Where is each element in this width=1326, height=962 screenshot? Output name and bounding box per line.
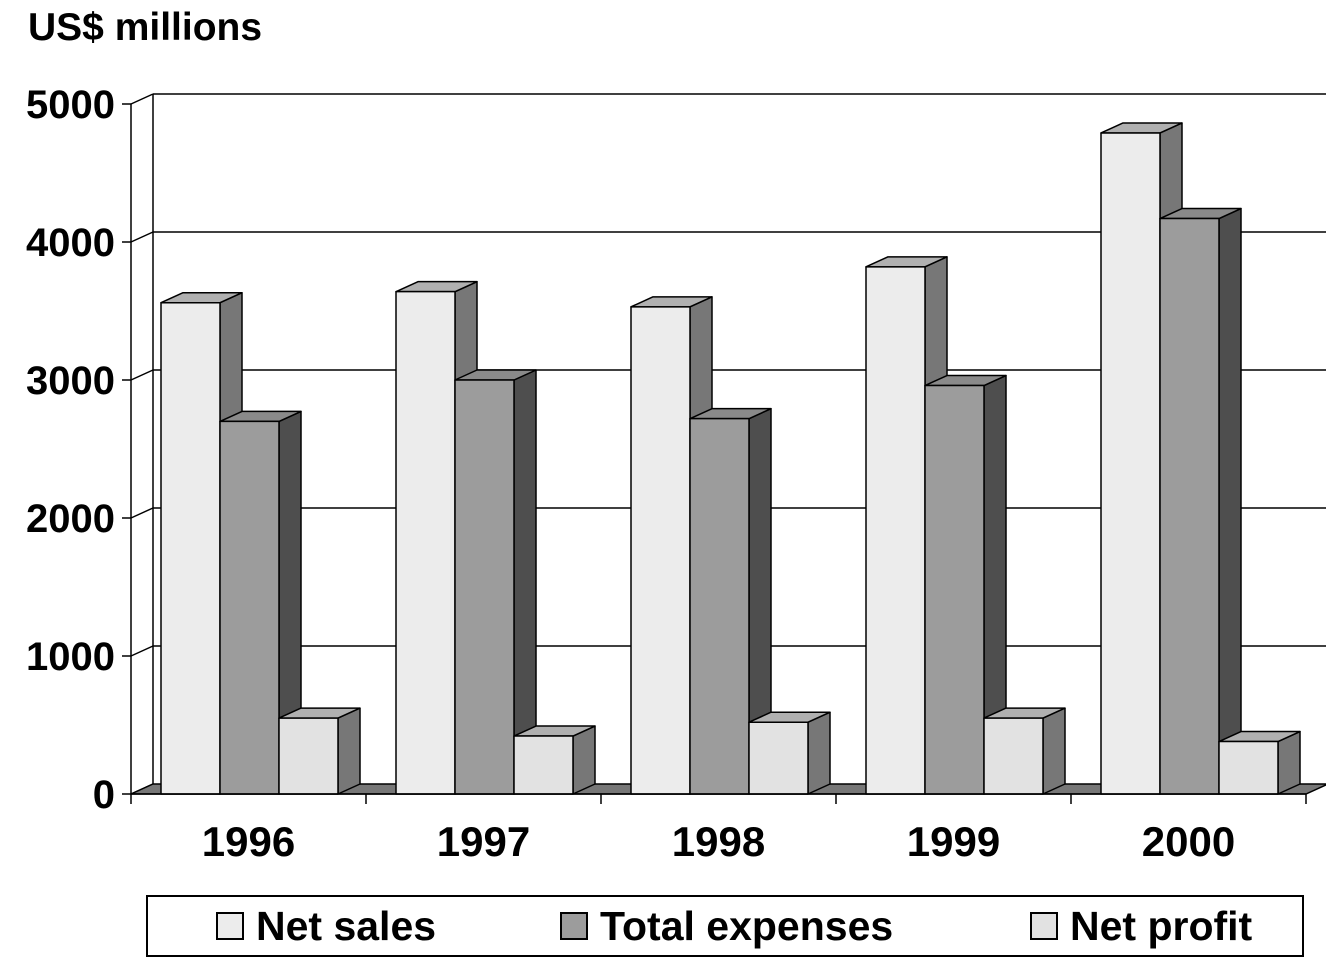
y-tick-depth [130,231,154,243]
y-tick-label: 3000 [26,359,115,403]
bar-net-profit-1998 [748,711,831,795]
bar-front-face [395,290,456,795]
legend-item-net-profit: Net profit [1030,903,1252,949]
bar-front-face [1159,217,1220,795]
bar-total-expenses-1996 [219,410,302,795]
bar-side-face [1042,707,1066,795]
bar-front-face [630,306,691,795]
bar-front-face [983,717,1044,795]
bar-front-face [513,735,574,795]
legend-item-net-sales: Net sales [216,903,436,949]
bar-front-face [454,379,515,795]
legend-item-total-expenses: Total expenses [560,903,893,949]
y-tick-label: 1000 [26,635,115,679]
bar-total-expenses-1999 [924,374,1007,795]
x-tick-label: 1997 [437,818,530,865]
y-tick-depth [130,93,154,105]
x-tick-label: 1998 [672,818,765,865]
y-tick-depth [130,507,154,519]
y-unit-label: US$ millions [28,6,263,49]
legend-swatch-total-expenses [560,912,588,940]
bar-front-face [924,384,985,795]
bar-total-expenses-2000 [1159,207,1242,795]
bar-front-face [1100,132,1161,795]
bar-front-face [160,301,221,795]
bar-net-profit-2000 [1218,730,1301,795]
legend: Net sales Total expenses Net profit [146,895,1304,957]
bar-side-face [572,725,596,795]
legend-label-net-profit: Net profit [1070,902,1253,949]
x-tick-label: 1999 [907,818,1000,865]
bar-net-profit-1996 [278,707,361,795]
legend-label-total-expenses: Total expenses [600,902,894,949]
x-tick-label: 1996 [202,818,295,865]
bar-total-expenses-1997 [454,369,537,795]
y-tick-label: 5000 [26,83,115,127]
bar-side-face [1218,207,1242,795]
bar-net-profit-1999 [983,707,1066,795]
bar-front-face [865,266,926,795]
y-tick-label: 4000 [26,221,115,265]
bar-front-face [689,417,750,795]
bar-front-face [1218,740,1279,795]
y-tick-depth [130,645,154,657]
bar-side-face [807,711,831,795]
bar-side-face [1277,730,1301,795]
legend-swatch-net-profit [1030,912,1058,940]
bar-front-face [278,717,339,795]
legend-label-net-sales: Net sales [256,902,437,949]
y-tick-depth [130,369,154,381]
chart-plot: 0 1000 2000 3000 4000 5000 1996 1997 1998 1999 200… [26,83,1326,865]
bar-front-face [219,420,280,795]
x-tick-label: 2000 [1142,818,1235,865]
y-tick-label: 0 [93,773,115,817]
bar-total-expenses-1998 [689,407,772,795]
bar-side-face [337,707,361,795]
legend-swatch-net-sales [216,912,244,940]
bar-front-face [748,721,809,795]
bar-net-profit-1997 [513,725,596,795]
y-tick-label: 2000 [26,497,115,541]
